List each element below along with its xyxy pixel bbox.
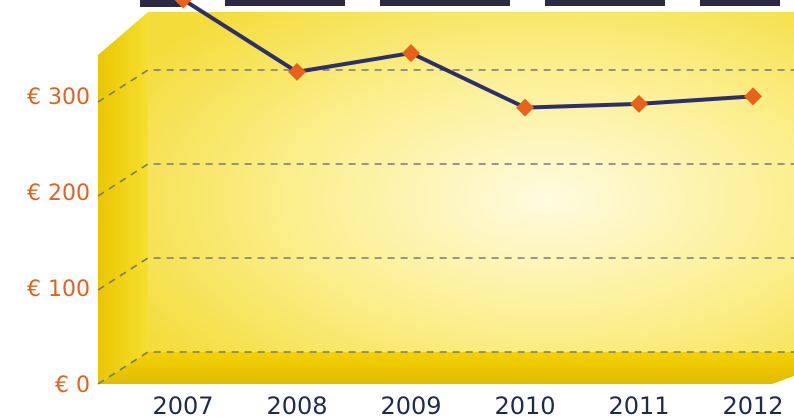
grid-lines xyxy=(97,69,794,385)
x-tick-label: 2011 xyxy=(608,392,669,417)
grid-line xyxy=(97,351,794,385)
x-tick-label: 2007 xyxy=(152,392,213,417)
chart-back-panel xyxy=(148,12,794,352)
x-axis-labels: 2007 2008 2009 2010 2011 2012 xyxy=(152,392,783,417)
data-point-marker xyxy=(174,0,192,9)
y-tick-label: € 0 xyxy=(55,373,90,398)
x-tick-label: 2008 xyxy=(266,392,327,417)
chart-floor xyxy=(98,352,794,384)
chart-side-wall xyxy=(98,12,148,384)
data-point-marker xyxy=(516,98,534,117)
title-strip-remnant xyxy=(140,0,780,7)
grid-line xyxy=(97,69,794,103)
data-point-marker xyxy=(402,44,420,63)
y-tick-label: € 300 xyxy=(27,85,90,110)
x-tick-label: 2009 xyxy=(380,392,441,417)
y-tick-label: € 200 xyxy=(27,181,90,206)
data-point-marker xyxy=(288,62,306,81)
grid-line xyxy=(97,163,794,197)
y-axis-ticks: € 0 € 100 € 200 € 300 xyxy=(27,85,90,398)
data-point-marker xyxy=(744,87,762,106)
x-tick-label: 2010 xyxy=(494,392,555,417)
y-tick-label: € 100 xyxy=(27,277,90,302)
series-markers xyxy=(174,0,762,117)
x-tick-label: 2012 xyxy=(722,392,783,417)
series-line xyxy=(181,0,754,110)
data-point-marker xyxy=(630,94,648,113)
grid-line xyxy=(97,257,794,291)
